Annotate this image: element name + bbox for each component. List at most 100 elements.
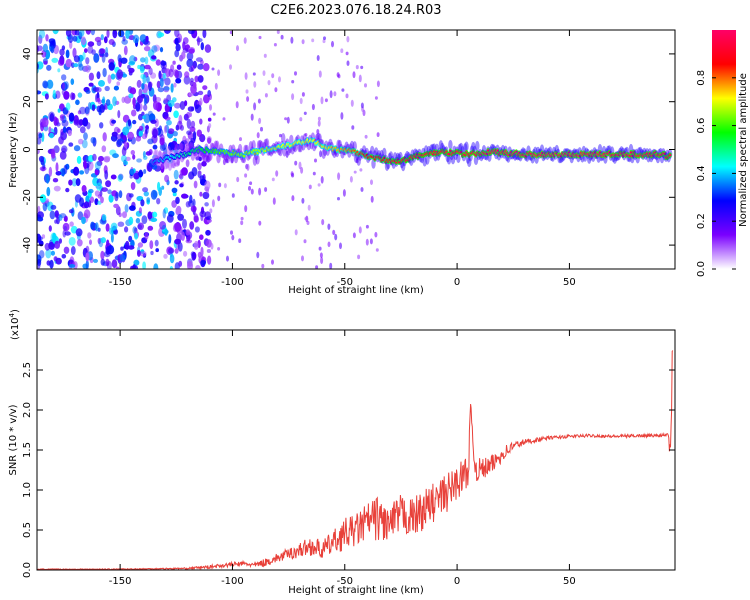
noise-blob	[132, 97, 136, 107]
noise-blob	[94, 36, 102, 43]
noise-blob	[110, 222, 118, 231]
faint-blob	[317, 183, 321, 187]
noise-blob	[101, 98, 105, 104]
noise-blob	[168, 142, 175, 152]
faint-blob	[250, 113, 254, 121]
ridge-halo	[289, 134, 294, 145]
faint-blob	[244, 72, 248, 80]
faint-blob	[279, 133, 282, 138]
noise-blob	[167, 100, 175, 107]
ridge-halo	[297, 142, 302, 153]
noise-blob	[65, 58, 73, 68]
noise-blob	[59, 48, 65, 56]
noise-blob	[111, 131, 118, 137]
y-tick-label: 1.5	[22, 442, 33, 458]
faint-blob	[301, 39, 305, 45]
faint-blob	[301, 255, 304, 262]
noise-blob	[90, 137, 96, 144]
x-tick-label: 50	[563, 277, 576, 288]
noise-blob	[156, 198, 161, 205]
noise-blob	[123, 45, 128, 56]
noise-blob	[182, 218, 187, 229]
ridge-core	[631, 154, 634, 158]
noise-blob	[200, 42, 204, 51]
noise-blob	[96, 182, 103, 191]
x-tick-label: -100	[221, 277, 244, 288]
noise-blob	[128, 93, 134, 99]
noise-blob	[164, 174, 170, 183]
noise-blob	[193, 240, 199, 250]
ridge-halo	[237, 143, 243, 154]
faint-blob	[322, 39, 326, 44]
y-tick-label: -40	[22, 237, 33, 253]
noise-blob	[198, 156, 202, 162]
y-tick-label: 20	[22, 95, 33, 108]
noise-blob	[160, 59, 165, 70]
noise-blob	[42, 117, 49, 128]
ridge-halo	[154, 149, 159, 160]
faint-blob	[277, 141, 281, 145]
noise-blob	[174, 49, 180, 58]
noise-blob	[78, 138, 84, 145]
noise-blob	[105, 99, 111, 106]
faint-blob	[374, 96, 378, 100]
faint-blob	[210, 243, 214, 250]
noise-blob	[179, 183, 184, 188]
noise-blob	[85, 64, 91, 73]
faint-blob	[209, 208, 213, 214]
noise-blob	[189, 221, 195, 230]
noise-blob	[105, 258, 110, 267]
noise-blob	[130, 150, 135, 155]
noise-blob	[42, 80, 48, 89]
noise-blob	[199, 191, 203, 197]
noise-blob	[156, 80, 161, 89]
noise-blob	[85, 30, 92, 35]
noise-blob	[111, 259, 118, 269]
faint-blob	[256, 251, 260, 259]
faint-blob	[244, 205, 248, 213]
noise-blob	[93, 258, 98, 263]
faint-blob	[369, 238, 373, 245]
noise-blob	[89, 239, 92, 245]
faint-blob	[318, 70, 322, 78]
noise-blob	[68, 142, 74, 147]
noise-blob	[73, 145, 81, 152]
snr-marks	[37, 350, 674, 570]
noise-blob	[53, 185, 61, 192]
noise-blob	[89, 196, 95, 203]
noise-blob	[58, 214, 63, 221]
faint-blob	[291, 93, 295, 101]
noise-blob	[124, 240, 130, 250]
noise-blob	[69, 264, 76, 268]
colorbar: 0.0 0.2 0.4 0.6 0.8 Normalized spectral ampl…	[696, 30, 749, 277]
noise-blob	[97, 227, 101, 232]
noise-blob	[202, 85, 208, 90]
noise-blob	[138, 125, 144, 131]
noise-blob	[94, 169, 99, 176]
noise-blob	[148, 67, 153, 75]
noise-blob	[116, 69, 124, 80]
noise-blob	[88, 82, 94, 87]
noise-blob	[143, 169, 147, 174]
faint-blob	[364, 83, 367, 88]
faint-blob	[303, 111, 307, 116]
noise-blob	[112, 153, 119, 159]
ridge-halo	[163, 159, 169, 170]
noise-blob	[37, 258, 42, 267]
noise-blob	[168, 234, 172, 244]
noise-blob	[140, 199, 145, 207]
ridge-halo	[252, 155, 258, 166]
ridge-core	[598, 151, 602, 154]
noise-blob	[61, 253, 67, 259]
spectrogram-ylabel: Frequency (Hz)	[8, 112, 19, 188]
noise-blob	[188, 112, 192, 117]
ridge-core	[253, 152, 257, 155]
noise-blob	[152, 144, 158, 150]
faint-blob	[246, 96, 250, 102]
noise-blob	[169, 254, 175, 264]
noise-blob	[135, 135, 142, 142]
faint-blob	[301, 92, 305, 97]
ridge-halo	[438, 140, 444, 151]
noise-blob	[187, 261, 193, 269]
faint-blob	[359, 168, 363, 172]
